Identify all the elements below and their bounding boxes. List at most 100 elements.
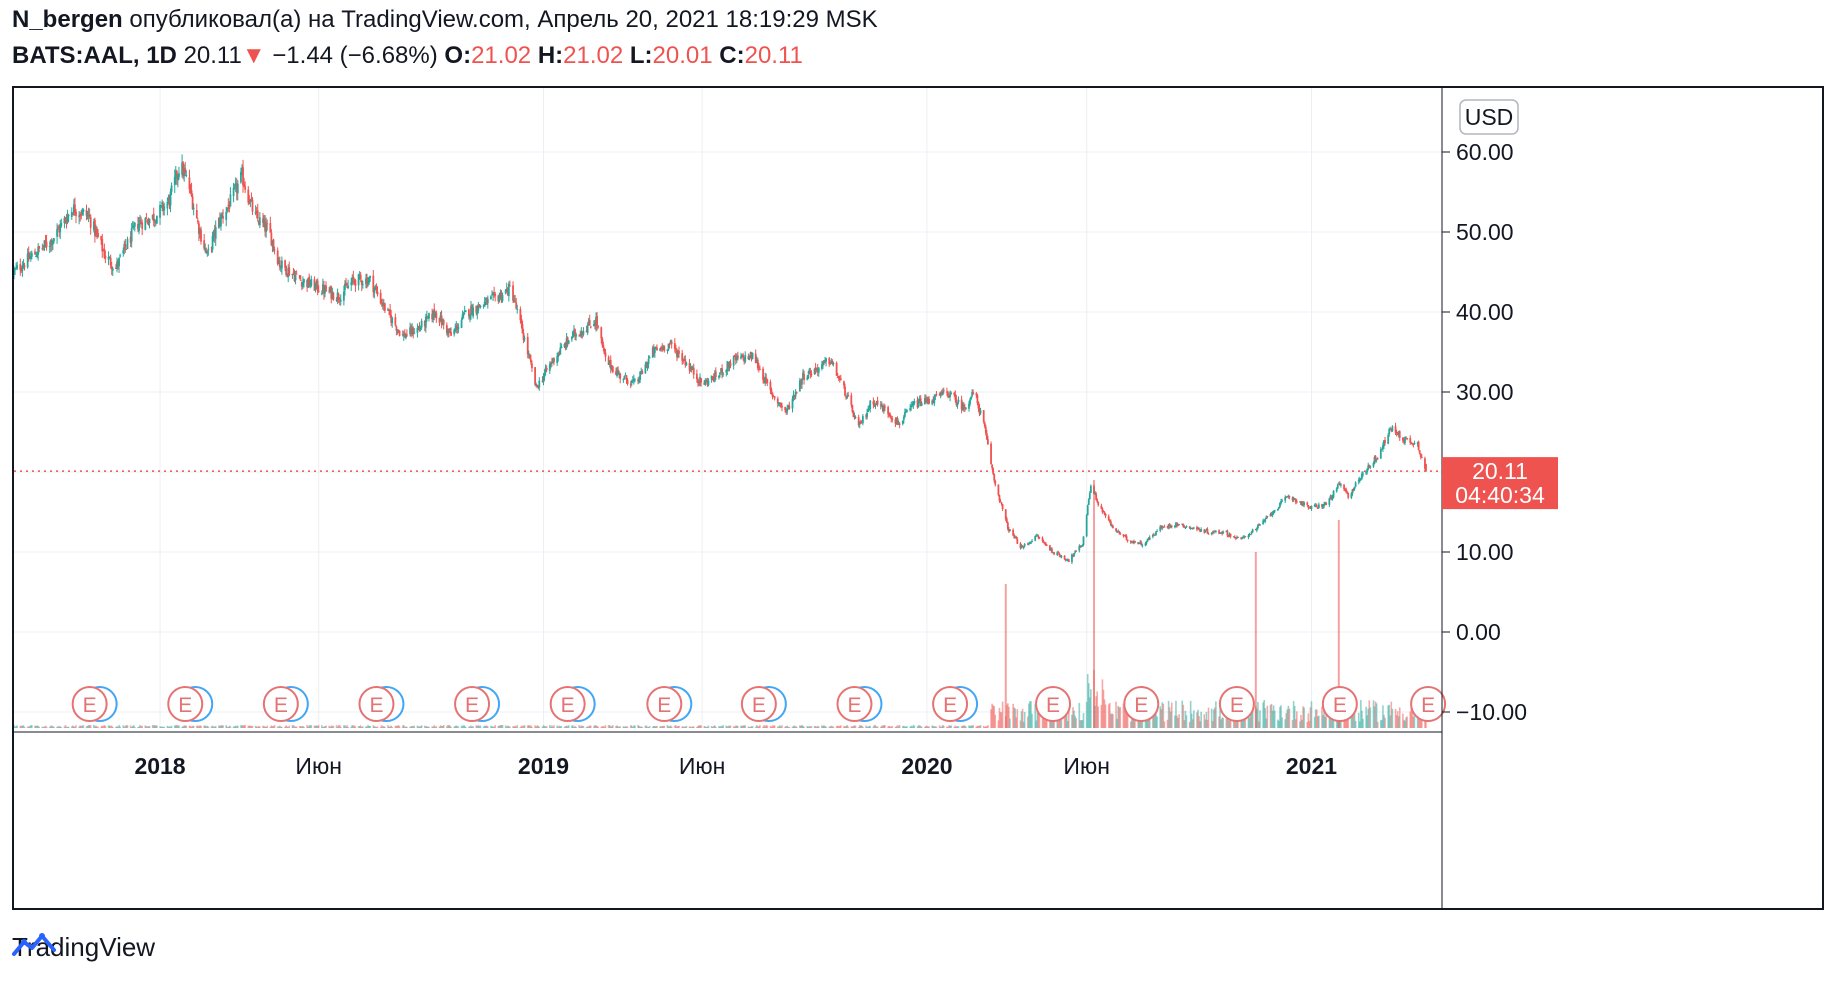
- volume-bar: [322, 726, 324, 728]
- volume-bar: [633, 725, 635, 728]
- candle-body: [1284, 496, 1287, 501]
- volume-bar: [214, 725, 217, 728]
- candle-body: [1336, 484, 1339, 489]
- volume-bar: [263, 726, 265, 728]
- earnings-marker[interactable]: E: [71, 686, 118, 722]
- candle-body: [548, 364, 551, 371]
- candle-body: [506, 287, 509, 295]
- candle-body: [673, 343, 676, 349]
- volume-bar: [144, 725, 147, 728]
- volume-bar: [535, 726, 537, 728]
- candle-body: [1031, 540, 1033, 543]
- candle-body: [1020, 546, 1023, 549]
- earnings-marker[interactable]: E: [740, 686, 787, 722]
- candle-body: [1178, 524, 1181, 526]
- candle-body: [1411, 442, 1414, 445]
- candle-body: [115, 268, 117, 270]
- volume-bar: [251, 725, 254, 728]
- volume-bar: [656, 725, 658, 728]
- volume-bar: [722, 725, 724, 728]
- earnings-marker[interactable]: E: [1035, 686, 1072, 722]
- volume-bar: [736, 725, 738, 728]
- candle-body: [388, 309, 390, 311]
- volume-bar: [198, 726, 200, 728]
- volume-bar: [227, 726, 230, 728]
- volume-bar: [1118, 707, 1121, 728]
- candle-body: [648, 357, 651, 359]
- candle-body: [911, 404, 914, 406]
- currency-badge[interactable]: USD: [1459, 99, 1519, 135]
- volume-bar: [67, 726, 70, 728]
- earnings-marker[interactable]: E: [262, 686, 309, 722]
- earnings-marker[interactable]: E: [549, 686, 596, 722]
- earnings-marker[interactable]: E: [358, 686, 405, 722]
- volume-bar: [42, 726, 45, 728]
- volume-bar: [939, 726, 942, 728]
- earnings-circle: [549, 686, 586, 722]
- volume-bar: [991, 703, 993, 728]
- candle-body: [161, 202, 164, 204]
- footer-brand[interactable]: TradingView: [12, 932, 155, 963]
- volume-bar: [1160, 709, 1163, 728]
- volume-bar: [390, 725, 392, 728]
- candle-body: [896, 418, 899, 425]
- candle-body: [117, 263, 119, 266]
- candle-body: [872, 401, 875, 405]
- volume-bar: [96, 726, 98, 728]
- candle-body: [807, 374, 810, 379]
- volume-bar: [1325, 710, 1327, 728]
- candle-body: [460, 320, 463, 328]
- earnings-marker[interactable]: E: [454, 686, 501, 722]
- candle-body: [990, 443, 992, 465]
- earnings-marker[interactable]: E: [1321, 686, 1358, 722]
- candle-body: [1410, 442, 1413, 444]
- earnings-marker[interactable]: E: [1123, 686, 1160, 722]
- volume-bar: [156, 725, 158, 728]
- candle-body: [1118, 531, 1121, 534]
- earnings-marker[interactable]: E: [646, 686, 693, 722]
- volume-bar: [285, 725, 287, 728]
- candle-body: [1354, 482, 1357, 487]
- volume-bar: [802, 725, 804, 728]
- volume-bar: [567, 725, 570, 728]
- volume-bar: [654, 725, 656, 728]
- candle-body: [1138, 543, 1141, 545]
- candle-body: [1387, 435, 1390, 444]
- earnings-marker[interactable]: E: [1410, 686, 1447, 722]
- candle-body: [977, 402, 980, 409]
- candle-body: [1372, 462, 1375, 467]
- candle-body: [60, 222, 63, 227]
- candle-body: [1241, 537, 1244, 539]
- candle-body: [367, 281, 369, 284]
- volume-bar: [1030, 701, 1032, 728]
- candle-body: [206, 251, 209, 253]
- candle-body: [1214, 530, 1217, 532]
- candle-body: [750, 352, 753, 359]
- earnings-marker[interactable]: E: [836, 686, 883, 722]
- author-name[interactable]: N_bergen: [12, 6, 123, 33]
- grid-lines: [14, 88, 1442, 728]
- earnings-marker[interactable]: E: [167, 686, 214, 722]
- candle-body: [402, 333, 405, 337]
- earnings-marker[interactable]: E: [932, 686, 979, 722]
- volume-bar: [1188, 721, 1191, 728]
- candle-body: [373, 288, 376, 294]
- candle-body: [589, 326, 592, 328]
- candle-body: [535, 384, 538, 386]
- candle-body: [19, 264, 22, 271]
- volume-bar: [493, 726, 495, 728]
- candle-body: [173, 176, 176, 186]
- candle-body: [360, 280, 363, 285]
- candle-body: [946, 391, 948, 393]
- candle-body: [939, 391, 942, 395]
- volume-bar: [994, 714, 997, 728]
- candle-body: [1085, 515, 1088, 537]
- volume-bar: [286, 726, 288, 728]
- candle-body: [630, 380, 633, 384]
- earnings-marker[interactable]: E: [1218, 686, 1255, 722]
- volume-bar: [678, 725, 680, 728]
- candle-body: [1375, 459, 1378, 461]
- volume-bar: [771, 725, 774, 728]
